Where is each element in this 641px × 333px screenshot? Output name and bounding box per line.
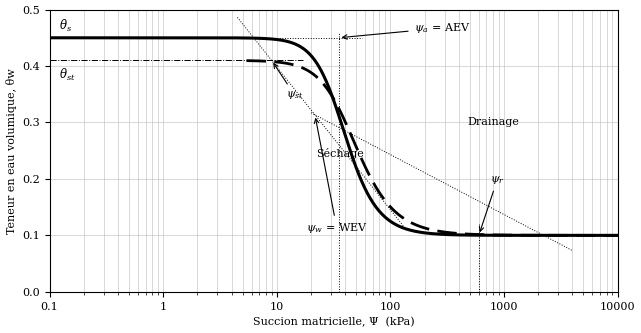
Text: $\psi_r$: $\psi_r$ <box>479 174 504 231</box>
Text: Séchage: Séchage <box>316 149 363 160</box>
Text: Drainage: Drainage <box>468 117 520 127</box>
Text: $\theta_{st}$: $\theta_{st}$ <box>58 67 75 83</box>
Text: $\psi_w$ = WEV: $\psi_w$ = WEV <box>306 119 368 235</box>
Y-axis label: Teneur en eau volumique, θw: Teneur en eau volumique, θw <box>6 68 17 233</box>
Text: $\psi_{st}$: $\psi_{st}$ <box>274 64 304 101</box>
Text: $\theta_s$: $\theta_s$ <box>58 18 72 34</box>
X-axis label: Succion matricielle, Ψ  (kPa): Succion matricielle, Ψ (kPa) <box>253 317 415 327</box>
Text: $\psi_a$ = AEV: $\psi_a$ = AEV <box>343 21 470 39</box>
